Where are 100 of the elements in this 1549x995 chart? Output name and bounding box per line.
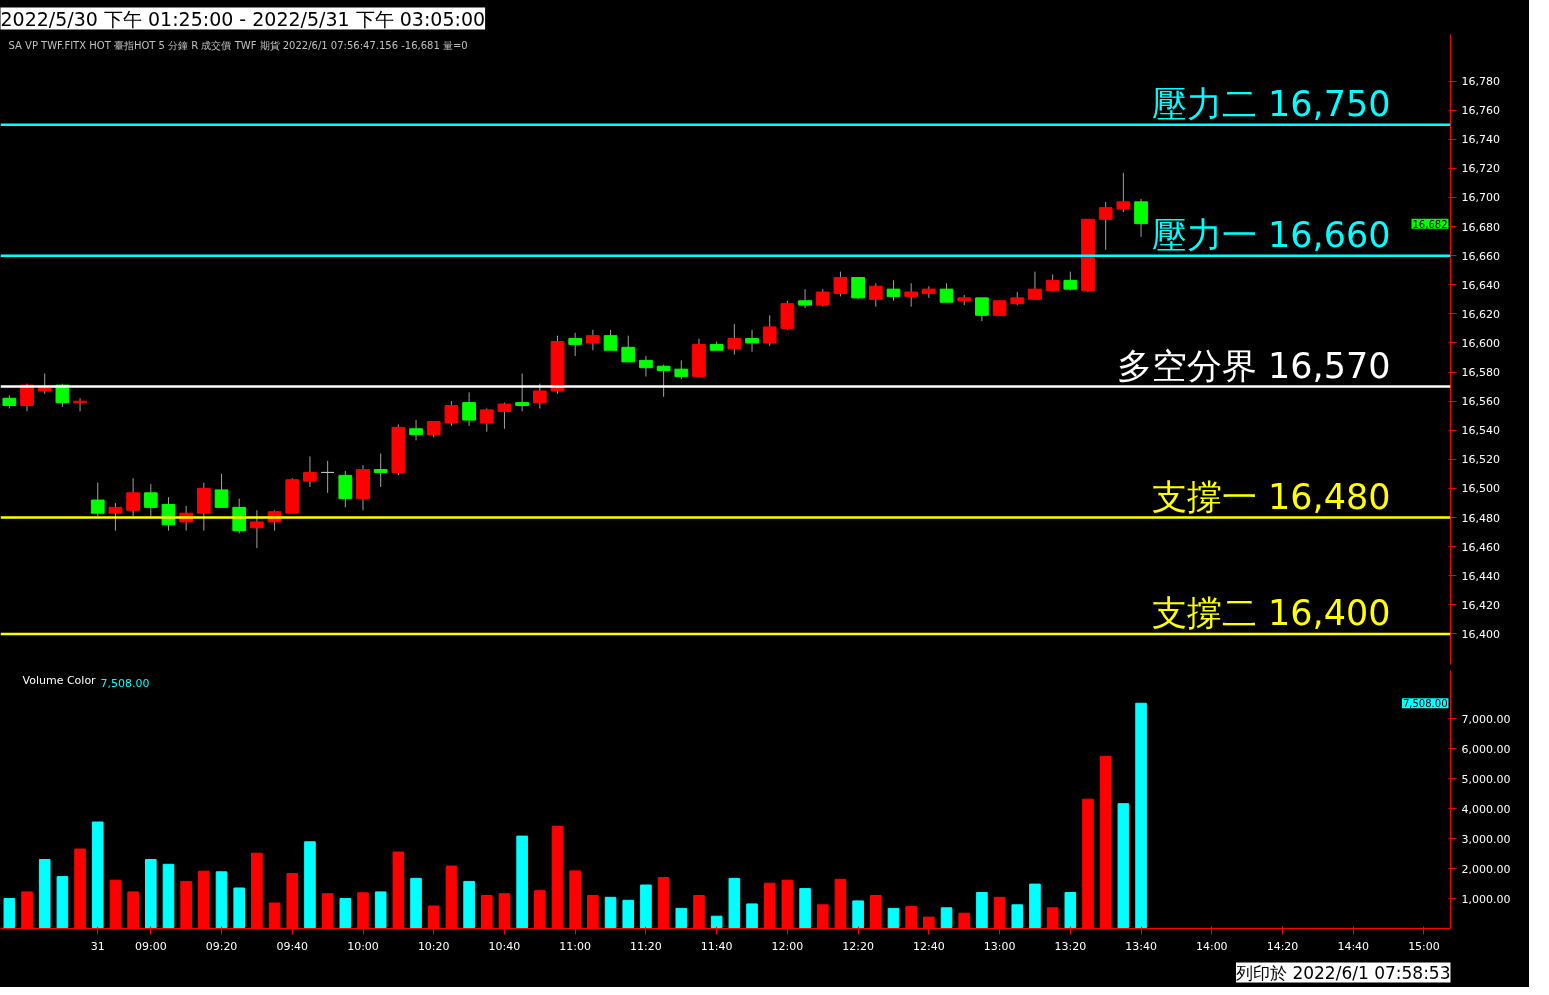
bar [1011, 904, 1024, 929]
bar [1135, 702, 1147, 929]
x-tick-label: 12:20 [842, 939, 874, 953]
bar [463, 880, 475, 929]
x-tick-label: 14:00 [1195, 939, 1228, 953]
x-tick-label: 10:20 [417, 939, 450, 953]
bar [976, 892, 988, 929]
x-tick-label: 12:40 [913, 939, 945, 953]
x-tick-label: 11:00 [559, 939, 592, 953]
bar [162, 863, 175, 929]
candlestick [568, 332, 583, 357]
bar [640, 884, 652, 929]
y-tick-label: 16,720 [1461, 162, 1500, 176]
candlestick [250, 509, 264, 549]
candlestick [1063, 271, 1078, 292]
candlestick [939, 282, 954, 303]
y-tick-label: 16,680 [1461, 220, 1500, 234]
bar [728, 877, 741, 929]
candlestick [886, 279, 901, 302]
y-tick-label: 16,640 [1461, 278, 1500, 292]
bar [852, 900, 864, 929]
bar [233, 887, 246, 929]
annotation: 7,508.00 [1402, 698, 1448, 710]
x-tick-label: 10:40 [488, 939, 521, 953]
candlestick [126, 477, 140, 517]
annotation: 7,508.00 [100, 676, 150, 690]
y-tick-label: 2,000.00 [1461, 862, 1511, 876]
candlestick [745, 329, 759, 353]
y-tick-label: 16,760 [1461, 104, 1500, 118]
bar [38, 859, 51, 929]
y-tick-label: 1,000.00 [1461, 892, 1511, 906]
x-tick-label: 11:20 [630, 939, 662, 953]
x-tick-label: 12:00 [771, 939, 804, 953]
y-tick-label: 3,000.00 [1461, 832, 1511, 846]
x-tick-label: 15:00 [1408, 939, 1440, 953]
bar [799, 888, 811, 929]
candlestick [639, 355, 653, 377]
annotation: 16,682 [1412, 218, 1448, 230]
ref-line-label: 壓力一 16,660 [1151, 214, 1391, 255]
text: SA VP TWF.FITX HOT 臺指HOT 5 分鐘 R 成交價 TWF 期貨 2022/6/1 07:56:47.156 -16,681 量=0 [8, 39, 468, 51]
y-tick-label: 5,000.00 [1461, 772, 1511, 786]
candlestick [798, 288, 812, 309]
candlestick [904, 282, 919, 308]
candlestick [462, 391, 476, 427]
candlestick [108, 502, 123, 532]
bar [940, 907, 953, 929]
chart-title: 2022/5/30 下午 01:25:00 - 2022/5/31 下午 03:05:00 [0, 7, 486, 30]
text: 列印於 2022/6/1 07:58:53 [1235, 962, 1451, 983]
candlestick [1028, 271, 1042, 300]
bar [887, 907, 900, 929]
y-tick-label: 16,660 [1461, 249, 1500, 263]
candlestick [762, 314, 777, 347]
candlestick [373, 453, 388, 488]
bar [374, 891, 387, 929]
ref-line-label: 支撐一 16,480 [1151, 476, 1391, 517]
y-tick-label: 16,460 [1461, 540, 1500, 554]
x-tick-label: 13:40 [1125, 939, 1157, 953]
candlestick [656, 364, 671, 398]
x-tick-label: 11:40 [700, 939, 733, 953]
bar [1117, 803, 1130, 929]
candlestick [90, 482, 105, 517]
candlestick [1098, 201, 1113, 251]
candlestick [975, 297, 989, 322]
y-tick-label: 16,500 [1461, 482, 1500, 496]
bar [215, 871, 228, 929]
x-tick-label: 09:00 [134, 939, 167, 953]
candlestick [37, 373, 52, 395]
candlestick [497, 402, 512, 430]
x-tick-label: 13:20 [1054, 939, 1087, 953]
y-tick-label: 16,780 [1461, 75, 1500, 89]
bar [339, 898, 352, 929]
bar [56, 876, 69, 929]
y-tick-label: 6,000.00 [1461, 742, 1511, 756]
candlestick [143, 483, 158, 517]
candlestick [674, 359, 689, 380]
bar [145, 859, 157, 929]
x-tick-label: 13:00 [983, 939, 1016, 953]
candlestick [1116, 172, 1131, 213]
x-tick-label: 14:40 [1337, 939, 1370, 953]
chart-title: Volume Color [22, 673, 97, 687]
y-tick-label: 7,000.00 [1461, 712, 1511, 726]
candlestick [409, 419, 423, 441]
candlestick [727, 323, 742, 356]
y-tick-label: 16,740 [1461, 133, 1500, 147]
y-tick-label: 16,420 [1461, 598, 1500, 612]
y-tick-label: 16,700 [1461, 191, 1500, 205]
y-tick-label: 4,000.00 [1461, 802, 1511, 816]
candlestick [1134, 198, 1148, 238]
ref-line-label: 壓力二 16,750 [1151, 83, 1391, 124]
ref-line-label: 支撐二 16,400 [1151, 592, 1391, 633]
candlestick [833, 271, 848, 297]
ref-line-label: 多空分界 16,570 [1116, 345, 1391, 386]
x-tick-label: 09:20 [205, 939, 238, 953]
candlestick [921, 285, 936, 299]
x-tick-label: 09:40 [276, 939, 309, 953]
y-tick-label: 16,400 [1461, 627, 1500, 641]
bar [304, 841, 316, 929]
candlestick [868, 282, 883, 308]
x-tick-label: 10:00 [347, 939, 379, 953]
y-tick-label: 16,580 [1461, 366, 1500, 380]
